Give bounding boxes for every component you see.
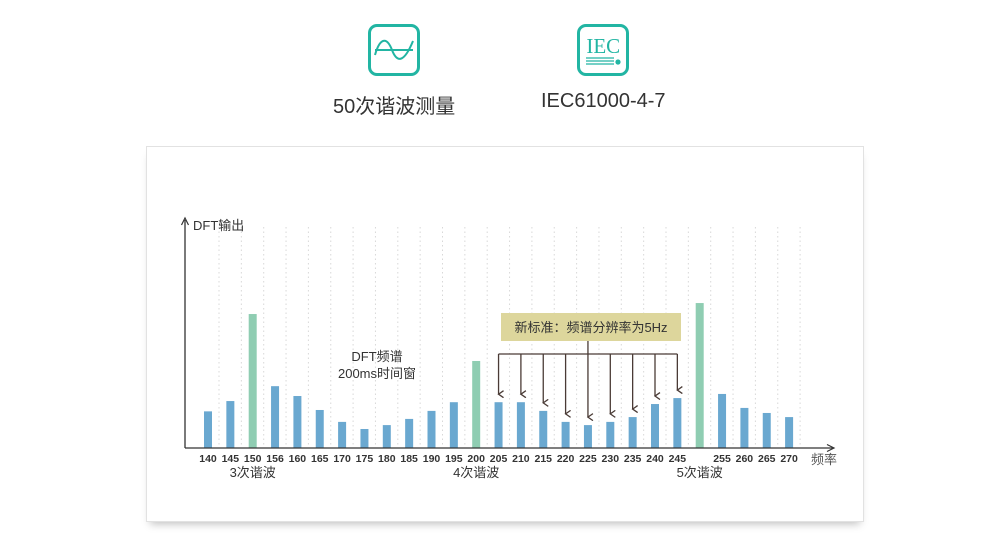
x-tick-label: 175 (356, 453, 374, 465)
bar-140 (204, 411, 212, 448)
x-tick-label: 225 (579, 453, 597, 465)
bar-225 (583, 425, 592, 448)
x-tick-label: 195 (445, 453, 463, 465)
bar-160 (293, 396, 302, 448)
bar-265 (762, 412, 771, 448)
x-tick-label: 210 (512, 453, 530, 465)
sine-wave-icon (368, 24, 421, 76)
feature-harmonic-measurement: 50次谐波测量 (333, 24, 455, 119)
bar-270 (785, 417, 794, 448)
x-tick-label: 200 (467, 453, 485, 465)
x-tick-label: 220 (557, 453, 575, 465)
bar-210 (516, 402, 525, 448)
bar-255 (718, 393, 727, 448)
x-tick-label: 145 (222, 453, 240, 465)
x-tick-label: 160 (289, 453, 307, 465)
bar-190 (427, 410, 436, 448)
x-tick-label: 180 (378, 453, 396, 465)
bar-235 (628, 417, 637, 448)
bar-205 (494, 402, 503, 448)
bar-145 (226, 401, 235, 448)
x-tick-label: 140 (199, 453, 217, 465)
x-tick-label: 165 (311, 453, 329, 465)
x-tick-label: 260 (736, 453, 754, 465)
x-axis-arrow-icon (826, 443, 836, 453)
harmonic-group-label: 4次谐波 (453, 465, 499, 480)
x-tick-label: 170 (333, 453, 351, 465)
bar-185 (405, 418, 414, 448)
x-tick-label: 215 (534, 453, 552, 465)
annotation-text: 新标准：频谱分辨率为5Hz (514, 320, 667, 335)
annotation-box (501, 313, 681, 341)
bar-156 (271, 386, 280, 448)
feature-label: 50次谐波测量 (333, 96, 456, 118)
x-tick-label: 265 (758, 453, 776, 465)
bar-180 (382, 425, 391, 448)
bar-150 (248, 314, 257, 448)
bar-230 (606, 421, 615, 448)
dft-window-label-1: DFT频谱 (351, 349, 402, 364)
dft-spectrum-chart: 140 145 150 156 160 165 170 175 180 185 190 195 200 2… (180, 216, 837, 480)
bar-220 (561, 421, 570, 448)
x-tick-label: 150 (244, 453, 262, 465)
chart-panel: 140 145 150 156 160 165 170 175 180 185 190 195 200 2… (146, 146, 864, 522)
bar-260 (740, 407, 749, 448)
x-tick-label: 205 (490, 453, 508, 465)
x-tick-label: 185 (400, 453, 418, 465)
harmonic-group-label: 5次谐波 (677, 465, 723, 480)
feature-label: IEC61000-4-7 (541, 90, 666, 112)
x-axis-label: 频率 (811, 452, 837, 467)
iec-logo-icon: IEC (577, 24, 630, 76)
feature-iec-standard: IEC IEC61000-4-7 (541, 24, 666, 113)
y-axis-arrow-icon (180, 216, 190, 226)
bar-200 (472, 360, 481, 448)
bar-harmonic (695, 303, 704, 448)
bar-245 (673, 398, 682, 448)
dft-window-label-2: 200ms时间窗 (338, 366, 416, 381)
x-tick-label: 235 (624, 453, 642, 465)
harmonic-group-label: 3次谐波 (230, 465, 276, 480)
y-axis-label: DFT输出 (193, 218, 244, 233)
x-tick-label: 240 (646, 453, 664, 465)
x-tick-label: 245 (669, 453, 687, 465)
bar-240 (651, 404, 659, 448)
x-tick-label: 190 (423, 453, 441, 465)
x-tick-label: 156 (266, 453, 284, 465)
bar-195 (449, 402, 458, 448)
bar-175 (360, 428, 369, 448)
x-tick-label: 230 (602, 453, 620, 465)
x-tick-label: 270 (780, 453, 798, 465)
bar-170 (338, 421, 347, 448)
bar-165 (315, 409, 324, 448)
x-tick-label: 255 (713, 453, 731, 465)
bar-215 (539, 410, 548, 448)
